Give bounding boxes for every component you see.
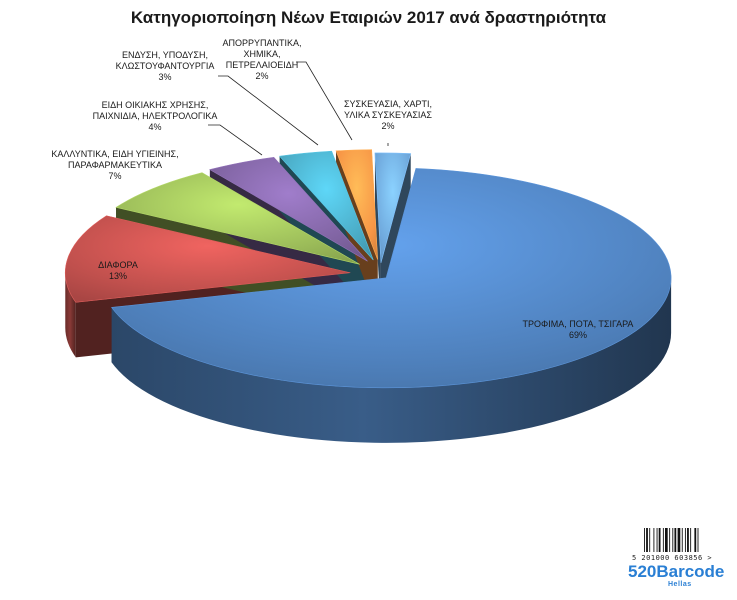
leader-line bbox=[296, 61, 353, 141]
pie-slice bbox=[335, 149, 378, 260]
brand-name: 520Barcode bbox=[628, 562, 725, 581]
pie-slice bbox=[278, 150, 374, 261]
slice-label: ΕΙΔΗ ΟΙΚΙΑΚΗΣ ΧΡΗΣΗΣ, ΠΑΙΧΝΙΔΙΑ, ΗΛΕΚΤΡΟΛ… bbox=[93, 100, 218, 132]
slice-side bbox=[111, 277, 672, 443]
slice-label: ΕΝΔΥΣΗ, ΥΠΟΔΥΣΗ, ΚΛΩΣΤΟΥΦΑΝΤΟΥΡΓΙΑ 3% bbox=[116, 50, 215, 82]
slice-side bbox=[65, 272, 76, 358]
slice-label: ΚΑΛΛΥΝΤΙΚΑ, ΕΙΔΗ ΥΓΙΕΙΝΗΣ, ΠΑΡΑΦΑΡΜΑΚΕΥΤΙ… bbox=[51, 149, 178, 181]
pie-slice bbox=[111, 168, 672, 389]
pie-slice bbox=[115, 172, 360, 265]
slice-label: ΑΠΟΡΡΥΠΑΝΤΙΚΑ, ΧΗΜΙΚΑ, ΠΕΤΡΕΛΑΙΟΕΙΔΗ 2% bbox=[222, 38, 301, 81]
barcode-digits: 5 201000 603856 > bbox=[632, 554, 713, 562]
pie-tops bbox=[65, 149, 672, 389]
brand-sub: Hellas bbox=[668, 581, 692, 588]
leader-lines bbox=[208, 61, 389, 156]
slice-cut-face bbox=[374, 152, 381, 318]
leader-line bbox=[218, 75, 319, 146]
watermark-logo: 5 201000 603856 > 520Barcode Hellas bbox=[628, 528, 728, 588]
slice-label: ΤΡΟΦΙΜΑ, ΠΟΤΑ, ΤΣΙΓΑΡΑ 69% bbox=[523, 319, 634, 340]
pie-slice bbox=[374, 152, 412, 263]
chart-title: Κατηγοριοποίηση Νέων Εταιριών 2017 ανά δ… bbox=[130, 8, 607, 27]
pie-slice bbox=[65, 215, 351, 303]
leader-line bbox=[208, 124, 263, 156]
slice-label: ΣΥΣΚΕΥΑΣΙΑ, ΧΑΡΤΙ, ΥΛΙΚΑ ΣΥΣΚΕΥΑΣΙΑΣ 2% bbox=[344, 99, 432, 131]
slice-label: ΔΙΑΦΟΡΑ 13% bbox=[98, 260, 138, 281]
pie-slice bbox=[209, 157, 368, 262]
slice-labels: ΤΡΟΦΙΜΑ, ΠΟΤΑ, ΤΣΙΓΑΡΑ 69% ΔΙΑΦΟΡΑ 13% ΚΑΛΛΥ… bbox=[51, 38, 633, 340]
barcode-icon bbox=[644, 528, 699, 552]
